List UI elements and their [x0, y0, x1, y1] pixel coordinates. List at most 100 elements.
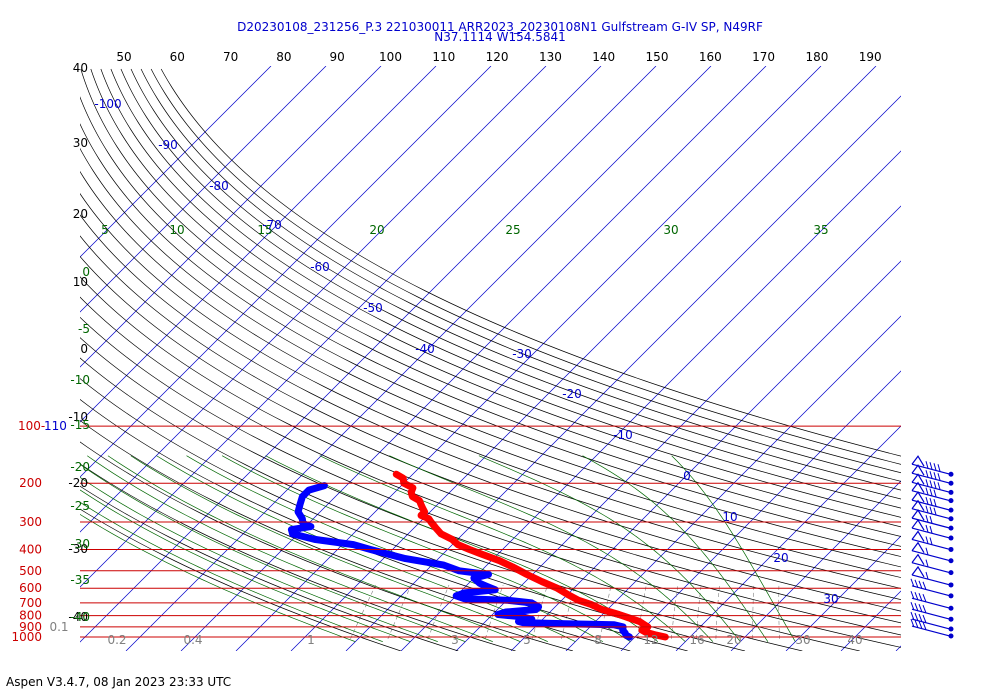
- isotherm-line: [400, 150, 901, 651]
- wind-barb: [911, 530, 954, 552]
- isotherm-label: 30: [823, 592, 838, 606]
- isotherm-line: [785, 535, 901, 651]
- isotherm-line: [125, 66, 712, 651]
- theta-tick-label: 150: [646, 50, 669, 64]
- isotherm-line: [840, 590, 901, 651]
- wind-barb-pennant: [911, 553, 925, 565]
- isotherm-line: [235, 66, 822, 651]
- wind-barb: [910, 618, 954, 639]
- isotherm-label: -60: [310, 260, 330, 274]
- wind-barb-dot: [948, 546, 954, 552]
- wind-barb-feather: [933, 481, 937, 489]
- pressure-label: 500: [19, 564, 42, 578]
- dry-adiabat-line: [80, 463, 516, 651]
- wind-barb-feather: [937, 464, 941, 472]
- dry-adiabat-line: [150, 68, 901, 465]
- wind-barb-feather: [918, 604, 923, 613]
- isotherm-line: [455, 205, 901, 651]
- isotherm-line: [80, 66, 547, 533]
- wind-barb-feather: [925, 496, 929, 505]
- mixing-ratio-line: [350, 584, 376, 640]
- isotherm-label: -80: [209, 179, 229, 193]
- mixing-ratio-label: 20: [726, 633, 741, 647]
- wind-barb-pennant: [911, 530, 925, 542]
- wind-barb-feather: [929, 515, 933, 524]
- isotherm-label: -10: [613, 428, 633, 442]
- moist-adiabat-label: 35: [813, 223, 828, 237]
- theta-tick-label: 110: [432, 50, 455, 64]
- theta-tick-label: 100: [379, 50, 402, 64]
- theta-tick-label: 180: [805, 50, 828, 64]
- chart-location: N37.1114 W154.5841: [434, 30, 566, 44]
- pressure-label: 900: [19, 620, 42, 634]
- wind-barb-feather: [910, 618, 915, 628]
- moist-adiabat-label: 10: [169, 223, 184, 237]
- wind-barb: [911, 541, 954, 564]
- wind-barb-feather: [925, 547, 929, 555]
- dry-adiabat-line: [80, 96, 901, 537]
- wind-barb-feather: [922, 614, 927, 623]
- mixing-ratio-line: [387, 584, 412, 640]
- isotherm-line: [80, 66, 327, 313]
- dry-adiabat-line: [80, 508, 401, 651]
- isotherm-line: [80, 66, 382, 368]
- wind-barb-feather: [910, 578, 915, 588]
- wind-barb-pennant: [911, 481, 925, 493]
- wind-barb-pennant: [911, 518, 925, 531]
- pressure-label: 200: [19, 476, 42, 490]
- dry-adiabat-line: [90, 68, 901, 518]
- theta-tick-label: 50: [116, 50, 131, 64]
- dry-adiabat-line: [80, 193, 901, 578]
- isotherm-label: -20: [562, 387, 582, 401]
- dry-adiabat-line: [140, 68, 901, 474]
- dry-adiabat-line: [80, 214, 901, 589]
- left-scale-label: -40: [68, 610, 88, 624]
- isotherm-line: [180, 66, 767, 651]
- moist-adiabat-label: 30: [663, 223, 678, 237]
- mixing-ratio-label: 0.4: [183, 633, 202, 647]
- wind-barb-feather: [914, 592, 919, 601]
- theta-tick-label: 120: [486, 50, 509, 64]
- wind-barb-feather: [910, 591, 915, 600]
- mixing-ratio-label: 5: [523, 633, 531, 647]
- isotherm-label: 20: [773, 551, 788, 565]
- pressure-label: 100-: [18, 419, 45, 433]
- left-scale-label: -10: [68, 410, 88, 424]
- dry-adiabat-line: [80, 147, 901, 557]
- mixing-ratio-line: [671, 584, 679, 639]
- wind-barb-dot: [948, 535, 954, 541]
- wind-barb-feather: [925, 514, 929, 523]
- dry-adiabat-line: [120, 68, 901, 491]
- isotherm-label: -40: [415, 342, 435, 356]
- wind-barb-feather: [929, 480, 933, 488]
- isotherm-label: 0: [683, 469, 691, 483]
- isotherm-line: [80, 66, 657, 643]
- moist-adiabat-label: 25: [505, 223, 520, 237]
- wind-barb-staff: [911, 562, 951, 574]
- wind-barb-feather: [910, 611, 915, 621]
- moist-adiabat-label: 20: [369, 223, 384, 237]
- pressure-label: 110: [44, 419, 67, 433]
- dry-adiabat-line: [80, 378, 746, 651]
- dry-adiabat-line: [80, 485, 459, 651]
- wind-barb-feather: [925, 559, 929, 567]
- moist-left-label: -20: [70, 460, 90, 474]
- wind-barb-feather: [925, 487, 929, 495]
- moist-left-label: -5: [78, 322, 90, 336]
- wind-barb-feather: [933, 463, 937, 471]
- chart-title: D20230108_231256_P.3 221030011 ARR2023_2…: [237, 20, 763, 34]
- wind-barb-pennant: [911, 491, 925, 503]
- wind-barb-feather: [933, 472, 937, 480]
- wind-barb-staff: [911, 574, 951, 586]
- theta-tick-label: 140: [592, 50, 615, 64]
- left-scale-label: 0: [80, 342, 88, 356]
- left-scale-label: 20: [73, 207, 88, 221]
- wind-barb-feather: [929, 506, 933, 514]
- wind-barb-dot: [948, 558, 954, 564]
- wind-barb-pennant: [911, 473, 925, 485]
- wind-barb-feather: [922, 621, 927, 630]
- pressure-label: 400: [19, 542, 42, 556]
- mixing-ratio-label: 0.2: [107, 633, 126, 647]
- wind-barb-pennant: [911, 565, 925, 578]
